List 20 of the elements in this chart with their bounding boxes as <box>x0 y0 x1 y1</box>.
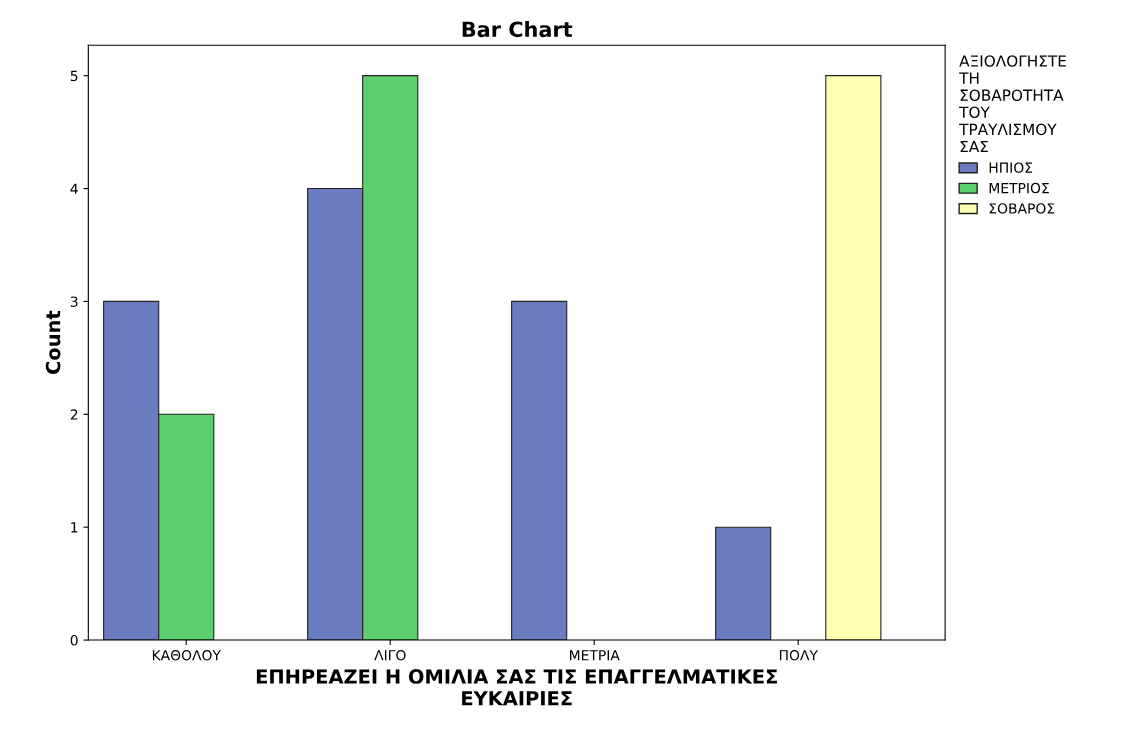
bar <box>825 75 882 641</box>
x-tick-label: ΛΙΓΟ <box>374 650 406 661</box>
x-axis-title: ΕΠΗΡΕΑΖΕΙ Η ΟΜΙΛΙΑ ΣΑΣ ΤΙΣ ΕΠΑΓΓΕΛΜΑΤΙΚΕΣ ΕΥΚΑΙΡΙΕΣ <box>256 669 777 706</box>
bar <box>511 300 568 641</box>
y-tick-label: 5 <box>70 70 78 82</box>
y-tick-label: 3 <box>70 296 78 307</box>
y-axis-title: Count <box>45 310 61 374</box>
y-tick-label: 1 <box>71 522 78 533</box>
chart-title: Bar Chart <box>462 21 573 38</box>
y-tick-label: 4 <box>70 183 78 194</box>
legend-label: ΣΟΒΑΡΟΣ <box>989 203 1055 214</box>
x-tick-label: ΜΕΤΡΙΑ <box>570 650 620 661</box>
y-tick-label: 0 <box>70 635 78 646</box>
legend-label: ΜΕΤΡΙΟΣ <box>989 182 1049 194</box>
legend-label: ΗΠΙΟΣ <box>989 162 1033 173</box>
x-tick-label: ΠΟΛΥ <box>779 650 818 661</box>
bar <box>715 526 772 641</box>
y-tick-label: 2 <box>70 409 78 420</box>
x-tick-label: ΚΑΘΟΛΟΥ <box>152 650 221 661</box>
legend-title: ΑΞΙΟΛΟΓΗΣΤΕ ΤΗ ΣΟΒΑΡΟΤΗΤΑ ΤΟΥ ΤΡΑΥΛΙΣΜΟΥ ΣΑΣ <box>959 55 1066 153</box>
